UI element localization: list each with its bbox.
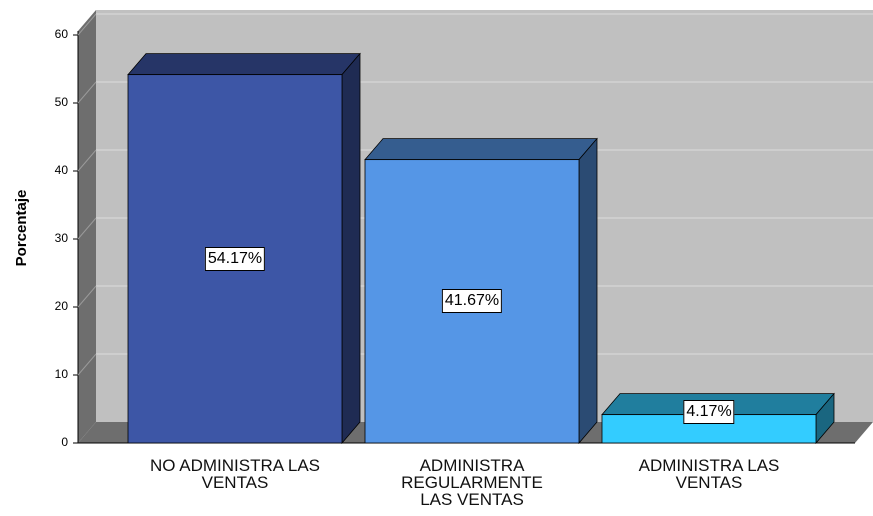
bar-side xyxy=(578,137,598,445)
left-wall xyxy=(78,10,96,443)
x-tick-label: ADMINISTRA LAS VENTAS xyxy=(638,456,780,492)
bar-side xyxy=(341,52,361,445)
grid-line xyxy=(77,81,97,104)
grid-line xyxy=(77,285,97,308)
y-tick-label: 40 xyxy=(55,163,69,177)
y-tick-label: 10 xyxy=(55,367,69,381)
grid-line xyxy=(77,353,97,376)
y-tick-label: 30 xyxy=(55,231,69,245)
y-tick-label: 50 xyxy=(55,95,69,109)
grid-line xyxy=(77,217,97,240)
data-label: 4.17% xyxy=(683,400,735,424)
data-label: 54.17% xyxy=(204,246,266,271)
y-tick-label: 20 xyxy=(55,299,69,313)
y-axis-title: Porcentaje xyxy=(13,190,30,267)
bar-top xyxy=(127,53,361,76)
x-tick-label: NO ADMINISTRA LAS VENTAS xyxy=(149,456,321,492)
grid-line xyxy=(77,13,97,36)
y-tick-label: 60 xyxy=(55,27,69,41)
y-tick-label: 0 xyxy=(61,435,68,449)
grid-line xyxy=(77,149,97,172)
x-tick-label: ADMINISTRA REGULARMENTE LAS VENTAS xyxy=(401,456,543,509)
bar-top xyxy=(364,138,598,161)
data-label: 41.67% xyxy=(441,289,503,314)
